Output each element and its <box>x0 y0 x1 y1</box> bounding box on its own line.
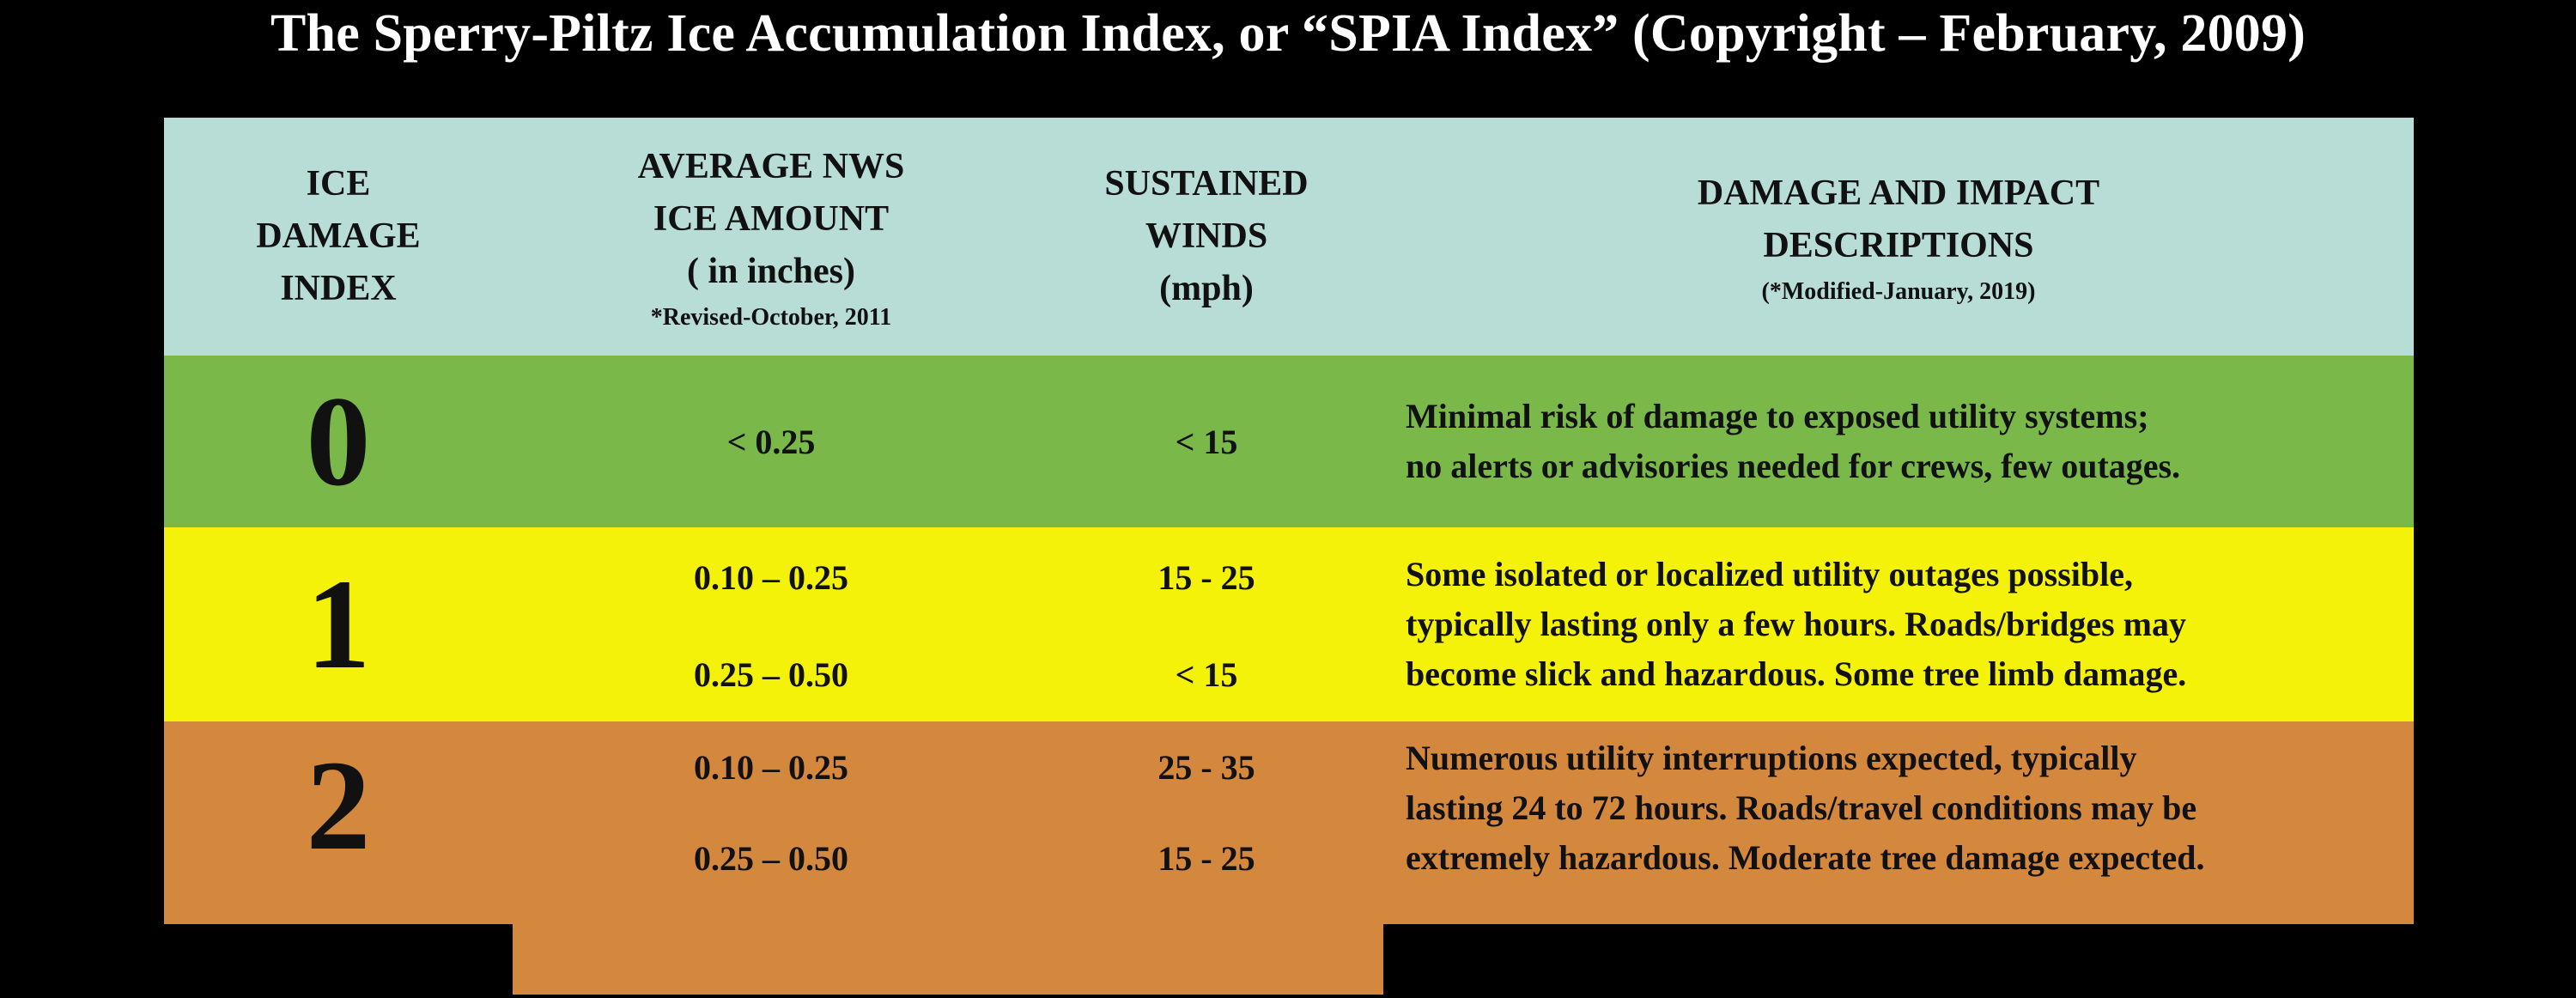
spia-index-table: ICE DAMAGE INDEX AVERAGE NWS ICE AMOUNT … <box>161 114 2414 998</box>
header-ice-damage-index: ICE DAMAGE INDEX <box>164 118 516 359</box>
description-line: lasting 24 to 72 hours. Roads/travel con… <box>1406 788 2197 827</box>
description-line: typically lasting only a few hours. Road… <box>1406 605 2186 643</box>
description-line: Minimal risk of damage to exposed utilit… <box>1406 397 2149 435</box>
description-line: become slick and hazardous. Some tree li… <box>1406 654 2187 693</box>
wind-cell: < 15 <box>1030 627 1387 725</box>
header-line: DAMAGE AND IMPACT <box>1697 173 2100 213</box>
header-line: SUSTAINED <box>1104 164 1309 204</box>
header-note: *Revised-October, 2011 <box>650 304 892 332</box>
header-damage-descriptions: DAMAGE AND IMPACT DESCRIPTIONS (*Modifie… <box>1383 118 2414 359</box>
header-line: (mph) <box>1159 268 1254 308</box>
description-line: Some isolated or localized utility outag… <box>1406 555 2134 593</box>
index-1: 1 <box>164 527 516 725</box>
description-cell: Minimal risk of damage to exposed utilit… <box>1383 356 2414 531</box>
header-sustained-winds: SUSTAINED WINDS (mph) <box>1030 118 1387 359</box>
wind-cell: 15 - 25 <box>1030 527 1387 630</box>
header-note: (*Modified-January, 2019) <box>1761 277 2036 305</box>
ice-amount-cell: 0.10 – 0.25 <box>513 527 1033 630</box>
ice-amount-cell: < 0.25 <box>513 356 1033 531</box>
page-title: The Sperry-Piltz Ice Accumulation Index,… <box>270 4 2306 63</box>
ice-amount-cell: 0.25 – 0.50 <box>513 812 1033 907</box>
description-line: extremely hazardous. Moderate tree damag… <box>1406 838 2205 877</box>
wind-cell: 25 - 35 <box>1030 721 1387 816</box>
header-ice-amount: AVERAGE NWS ICE AMOUNT ( in inches) *Rev… <box>513 118 1033 359</box>
header-line: AVERAGE NWS <box>637 147 905 187</box>
description-cell: Numerous utility interruptions expected,… <box>1383 721 2414 928</box>
header-line: DAMAGE <box>256 216 421 257</box>
description-line: no alerts or advisories needed for crews… <box>1406 447 2181 485</box>
description-line: Numerous utility interruptions expected,… <box>1406 739 2137 777</box>
wind-cell-partial <box>1030 904 1387 998</box>
ice-amount-cell: 0.10 – 0.25 <box>513 721 1033 816</box>
wind-cell: 15 - 25 <box>1030 812 1387 907</box>
ice-amount-cell: 0.25 – 0.50 <box>513 627 1033 725</box>
header-line: ( in inches) <box>686 252 855 292</box>
index-2: 2 <box>164 721 516 928</box>
ice-amount-cell-partial <box>513 904 1033 998</box>
index-0: 0 <box>164 356 516 531</box>
description-cell: Some isolated or localized utility outag… <box>1383 527 2414 725</box>
header-line: DESCRIPTIONS <box>1763 225 2034 265</box>
wind-cell: < 15 <box>1030 356 1387 531</box>
header-line: ICE <box>306 164 371 204</box>
header-line: WINDS <box>1145 216 1268 257</box>
header-line: ICE AMOUNT <box>653 199 890 240</box>
header-line: INDEX <box>280 268 397 308</box>
